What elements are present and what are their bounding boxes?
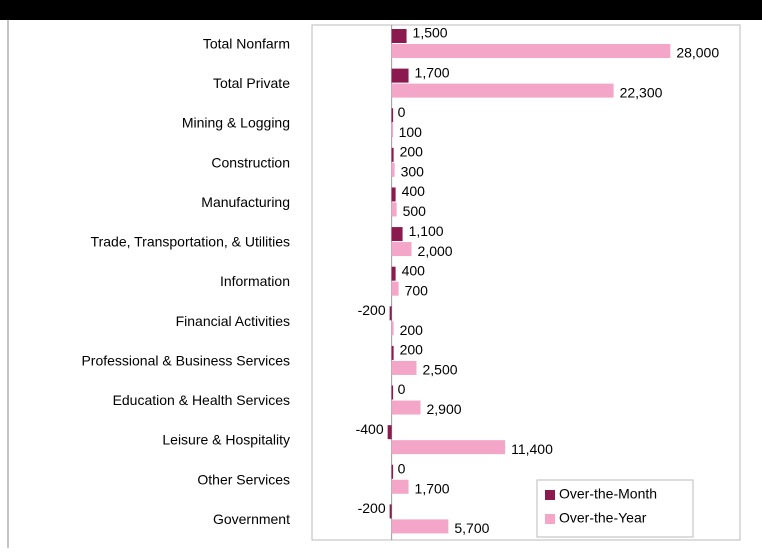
value-label: 100 [399, 124, 423, 140]
bar [391, 464, 394, 479]
bar [391, 519, 449, 534]
category-label: Other Services [197, 471, 290, 487]
value-label: -200 [358, 500, 386, 516]
category-label: Professional & Business Services [81, 352, 290, 368]
value-label: 0 [398, 460, 406, 476]
bar [391, 123, 394, 138]
bar [391, 44, 671, 58]
bar [391, 345, 394, 360]
value-label: 0 [398, 381, 406, 397]
value-label: 1,500 [413, 25, 448, 41]
value-label: 400 [402, 262, 426, 278]
bar [391, 242, 412, 257]
bar [391, 400, 421, 415]
value-label: 200 [400, 342, 424, 358]
bar [391, 440, 506, 455]
bar [391, 147, 394, 162]
value-label: 400 [402, 183, 426, 199]
category-label: Financial Activities [176, 313, 290, 329]
bar [391, 29, 407, 43]
bar [391, 83, 614, 98]
bar [391, 162, 395, 177]
header-bar [0, 0, 762, 20]
bar [391, 202, 397, 217]
value-label: 11,400 [511, 441, 553, 457]
value-label: 2,900 [426, 401, 461, 417]
bar [391, 479, 409, 494]
category-label: Total Private [213, 75, 290, 91]
category-label: Information [220, 273, 290, 289]
legend-swatch [545, 514, 555, 524]
value-label: 200 [400, 144, 424, 160]
value-label: -200 [358, 302, 386, 318]
value-label: 1,700 [415, 64, 450, 80]
bar [389, 504, 392, 519]
value-label: -400 [356, 421, 384, 437]
bar [391, 385, 394, 400]
legend-label: Over-the-Year [559, 510, 647, 526]
bar [391, 281, 399, 296]
value-label: 28,000 [676, 45, 719, 61]
value-label: 700 [405, 282, 429, 298]
bar [391, 360, 417, 375]
category-label: Education & Health Services [113, 392, 290, 408]
category-label: Government [213, 511, 290, 527]
value-label: 2,500 [423, 362, 458, 378]
legend-swatch [545, 490, 555, 500]
bar [391, 227, 403, 242]
value-label: 0 [398, 104, 406, 120]
bar [391, 266, 396, 281]
legend-label: Over-the-Month [559, 486, 657, 502]
value-label: 300 [401, 164, 425, 180]
bar [391, 108, 394, 123]
legend-box [536, 479, 694, 538]
category-label: Construction [211, 154, 290, 170]
category-label: Mining & Logging [182, 115, 290, 131]
category-label: Leisure & Hospitality [162, 432, 290, 448]
category-label: Trade, Transportation, & Utilities [91, 234, 290, 250]
bar [391, 187, 396, 202]
bar [391, 321, 394, 336]
value-label: 2,000 [418, 243, 453, 259]
value-label: 200 [400, 322, 424, 338]
bar [391, 68, 409, 83]
value-label: 22,300 [620, 84, 663, 100]
category-label: Manufacturing [201, 194, 290, 210]
category-label: Total Nonfarm [203, 36, 290, 52]
value-label: 1,100 [409, 223, 444, 239]
value-label: 5,700 [454, 520, 489, 536]
bar [387, 425, 392, 440]
value-label: 500 [403, 203, 427, 219]
value-label: 1,700 [415, 480, 450, 496]
plot-frame [311, 24, 741, 541]
bar [389, 306, 392, 321]
